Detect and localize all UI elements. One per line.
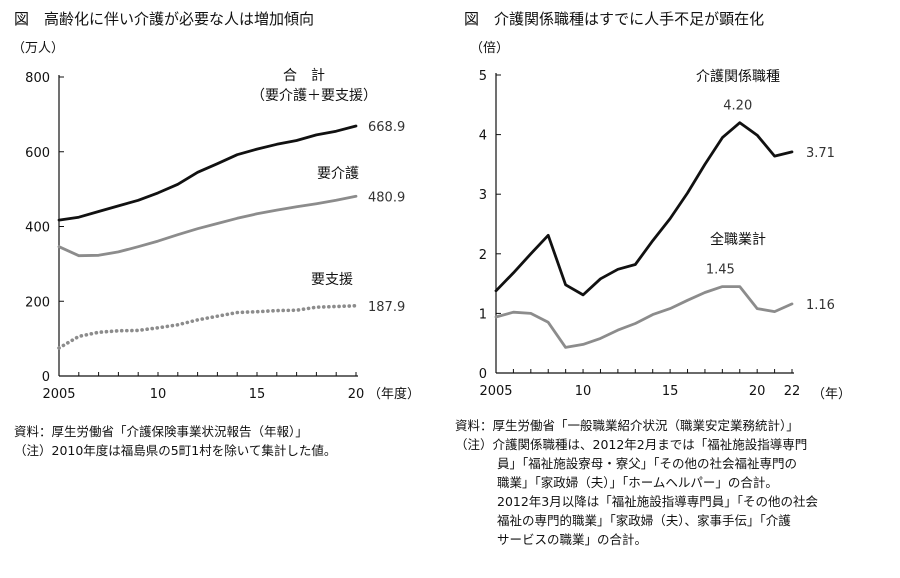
chart-title: 図 高齢化に伴い介護が必要な人は増加傾向 — [14, 10, 314, 28]
y-tick-label: 600 — [25, 146, 50, 161]
x-tick-label: 10 — [575, 384, 592, 399]
x-tick-label: 22 — [784, 384, 801, 399]
x-axis-unit: （年） — [812, 387, 851, 402]
peak-value-label-care-jobs: 4.20 — [723, 99, 752, 114]
axes: 0 1 2 3 4 5 2005 10 15 20 22 — [479, 69, 801, 399]
y-tick-label: 400 — [25, 221, 50, 236]
x-tick-label: 10 — [150, 387, 167, 402]
end-value-label-care-jobs: 3.71 — [806, 146, 835, 161]
note-line: （注）2010年度は福島県の5町1村を除いて集計した値。 — [14, 443, 337, 458]
note-line: サービスの職業」の合計。 — [497, 532, 648, 547]
x-tick-label: 2005 — [42, 387, 75, 402]
series-line-care — [57, 194, 358, 258]
chart-care-recipients: 図 高齢化に伴い介護が必要な人は増加傾向 （万人） （年度） 合 計 （要介護＋… — [12, 10, 420, 402]
note-line: 資料：厚生労働省「介護保険事業状況報告（年報）」 — [14, 424, 308, 439]
y-tick-label: 4 — [479, 129, 487, 144]
series-line-support — [57, 303, 358, 350]
end-value-label-care: 480.9 — [368, 190, 405, 205]
note-line: （注）介護関係職種は、2012年2月までは「福祉施設指導専門 — [455, 437, 808, 452]
end-value-label-support: 187.9 — [368, 300, 405, 315]
x-tick-label: 2005 — [479, 384, 512, 399]
note-line: 福祉の専門的職業」「家政婦（夫）、家事手伝」「介護 — [497, 513, 791, 528]
y-axis-unit: （万人） — [12, 41, 64, 56]
series-label-support: 要支援 — [311, 272, 353, 288]
x-tick-label: 15 — [249, 387, 266, 402]
y-tick-label: 0 — [42, 370, 50, 385]
series-sublabel-total: （要介護＋要支援） — [251, 88, 377, 104]
source-notes-left: 資料：厚生労働省「介護保険事業状況報告（年報）」 （注）2010年度は福島県の5… — [14, 422, 336, 460]
note-line: 職業」「家政婦（夫）」「ホームヘルパー」の合計。 — [497, 475, 778, 490]
y-tick-label: 3 — [479, 188, 487, 203]
chart-job-openings-ratio: 図 介護関係職種はすでに人手不足が顕在化 （倍） （年） 介護関係職種 全職業計… — [464, 10, 851, 402]
note-line: 員」「福祉施設寮母・寮父」「その他の社会福祉専門の — [497, 456, 798, 471]
y-tick-label: 1 — [479, 307, 487, 322]
y-tick-label: 2 — [479, 248, 487, 263]
series-line-total — [57, 124, 358, 222]
series-line-all-jobs — [494, 285, 794, 349]
x-tick-label: 20 — [348, 387, 365, 402]
axes: 0 200 400 600 800 2005 10 15 20 — [25, 71, 364, 402]
x-axis-unit: （年度） — [368, 386, 420, 402]
series-label-care-jobs: 介護関係職種 — [696, 69, 780, 85]
chart-title: 図 介護関係職種はすでに人手不足が顕在化 — [464, 10, 764, 28]
y-tick-label: 0 — [479, 367, 487, 382]
note-line: 資料：厚生労働省「一般職業紹介状況（職業安定業務統計）」 — [455, 418, 799, 433]
series-label-care: 要介護 — [317, 166, 359, 182]
y-tick-label: 800 — [25, 71, 50, 86]
source-notes-right: 資料：厚生労働省「一般職業紹介状況（職業安定業務統計）」 （注）介護関係職種は、… — [455, 416, 818, 549]
series-label-all-jobs: 全職業計 — [710, 231, 766, 248]
peak-value-label-all-jobs: 1.45 — [706, 263, 735, 278]
x-tick-label: 20 — [749, 384, 766, 399]
end-value-label-all-jobs: 1.16 — [806, 298, 835, 313]
end-value-label-total: 668.9 — [368, 120, 405, 135]
y-axis-unit: （倍） — [470, 41, 509, 56]
note-line: 2012年3月以降は「福祉施設指導専門員」「その他の社会 — [497, 494, 819, 509]
y-tick-label: 200 — [25, 295, 50, 310]
x-tick-label: 15 — [662, 384, 679, 399]
series-line-care-jobs — [494, 121, 794, 297]
y-tick-label: 5 — [479, 69, 487, 84]
series-label-total: 合 計 — [283, 68, 325, 84]
